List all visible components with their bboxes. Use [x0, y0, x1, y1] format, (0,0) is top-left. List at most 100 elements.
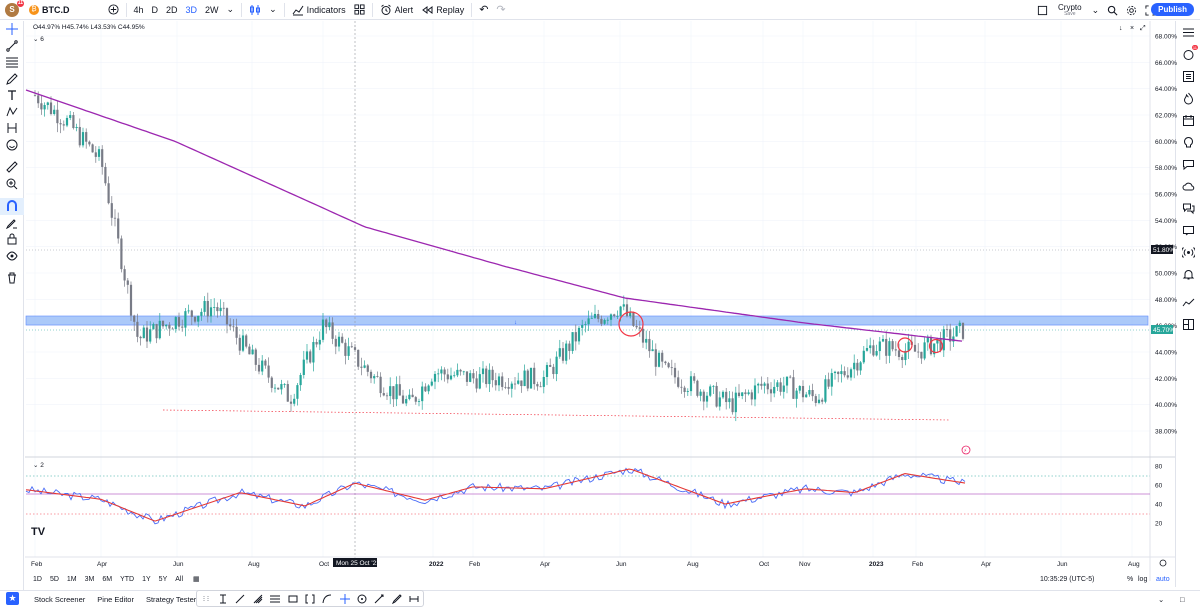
fib-lines-icon[interactable] [270, 594, 281, 604]
zoom-in-tool[interactable] [0, 176, 24, 193]
range-5y[interactable]: 5Y [158, 575, 168, 583]
chats-button[interactable] [1176, 197, 1200, 219]
alerts-panel-button[interactable]: 11 [1176, 43, 1200, 65]
indicators-button[interactable]: Indicators [288, 0, 350, 20]
magnet-tool[interactable] [0, 198, 24, 215]
trendline-icon[interactable] [235, 594, 245, 604]
maximize-pane-icon[interactable]: ⤢ [1140, 25, 1146, 32]
undo-button[interactable]: ↶ [475, 0, 492, 20]
interval-4h[interactable]: 4h [133, 4, 144, 15]
templates-button[interactable] [350, 0, 369, 20]
highlight-circle[interactable] [928, 338, 944, 354]
bracket-icon[interactable] [305, 594, 315, 604]
time-axis-settings[interactable] [1159, 559, 1167, 567]
interval-d[interactable]: D [151, 4, 159, 15]
text-tool[interactable] [0, 87, 24, 104]
performance-button[interactable] [1176, 291, 1200, 313]
support-dotted-line[interactable] [162, 409, 951, 421]
tab-stock-screener[interactable]: Stock Screener [34, 595, 86, 604]
ideas-button[interactable] [1176, 131, 1200, 153]
search-button[interactable] [1103, 0, 1122, 20]
pitchfork-icon[interactable] [253, 594, 263, 604]
publish-button[interactable]: Publish [1151, 3, 1194, 16]
layout-manager-button[interactable] [1176, 313, 1200, 335]
hide-drawings-tool[interactable] [0, 248, 24, 265]
ruler-tool[interactable] [0, 159, 24, 176]
circle-target-icon[interactable] [357, 594, 367, 604]
range-3m[interactable]: 3M [84, 575, 95, 583]
percent-toggle[interactable]: % [1127, 575, 1134, 583]
replay-button[interactable]: Replay [417, 0, 468, 20]
minds-button[interactable] [1176, 153, 1200, 175]
watchlist-button[interactable] [1176, 21, 1200, 43]
drag-handle-icon[interactable] [201, 594, 211, 604]
remove-drawings-tool[interactable] [0, 270, 24, 287]
rsi-axis[interactable]: 80 60 40 20 [1155, 464, 1163, 528]
range-1d[interactable]: 1D [33, 575, 42, 583]
alert-button[interactable]: Alert [376, 0, 418, 20]
auto-toggle[interactable]: auto [1156, 575, 1170, 583]
brush-tool[interactable] [0, 71, 24, 88]
prediction-tool[interactable] [0, 120, 24, 137]
chart-type-dropdown[interactable]: ⌄ [265, 0, 281, 20]
event-marker[interactable] [961, 445, 971, 455]
pattern-tool[interactable] [0, 104, 24, 121]
interval-2w[interactable]: 2W [205, 4, 219, 15]
log-toggle[interactable]: log [1138, 575, 1148, 583]
maximize-panel-icon[interactable]: □ [1180, 595, 1185, 604]
broadcast-button[interactable] [1176, 241, 1200, 263]
interval-3d[interactable]: 3D [185, 4, 198, 15]
range-6m[interactable]: 6M [102, 575, 113, 583]
rsi-fast-line[interactable] [25, 467, 966, 525]
stay-drawing-tool[interactable] [0, 215, 24, 232]
range-ytd[interactable]: YTD [120, 575, 135, 583]
highlight-circle[interactable] [897, 337, 913, 353]
range-1y[interactable]: 1Y [142, 575, 151, 583]
notifications-feed-button[interactable] [1176, 219, 1200, 241]
tradingview-logo[interactable]: TV [31, 526, 46, 538]
user-avatar[interactable]: S 11 [5, 0, 24, 17]
text-cursor-icon[interactable] [218, 594, 228, 604]
calendar-button[interactable] [1176, 109, 1200, 131]
settings-button[interactable] [1122, 0, 1141, 20]
crosshair-icon[interactable] [339, 593, 350, 604]
trendline-tool[interactable] [0, 38, 24, 55]
scroll-down-icon[interactable]: ↓ [1119, 25, 1123, 32]
notifications-button[interactable] [1176, 263, 1200, 285]
symbol-search-button[interactable]: ₿ BTC.D [25, 0, 74, 20]
utc-clock[interactable]: 10:35:29 (UTC-5) [1040, 575, 1095, 583]
collapse-panel-icon[interactable]: ⌄ [1158, 595, 1165, 604]
close-pane-icon[interactable]: × [1130, 25, 1134, 32]
tab-strategy-tester[interactable]: Strategy Tester [145, 595, 197, 604]
streams-button[interactable] [1176, 175, 1200, 197]
layout-toggle-button[interactable] [1033, 0, 1052, 20]
range-all[interactable]: All [175, 575, 184, 583]
range-1m[interactable]: 1M [66, 575, 77, 583]
highlight-circle[interactable] [618, 311, 644, 337]
compare-add-button[interactable] [104, 0, 123, 20]
hotlists-button[interactable] [1176, 87, 1200, 109]
interval-dropdown[interactable]: ⌄ [223, 0, 239, 20]
resistance-zone[interactable] [25, 315, 1149, 326]
time-axis[interactable]: Feb Apr Jun Aug Oct 2022 Feb Apr Jun Aug Oct Nov 202… [31, 561, 1140, 568]
fib-tool[interactable] [0, 54, 24, 71]
chart-type-button[interactable] [245, 0, 265, 20]
star-icon[interactable]: ★ [6, 592, 19, 605]
rsi-slow-line[interactable] [25, 468, 966, 522]
interval-2d[interactable]: 2D [166, 4, 178, 15]
curve-icon[interactable] [322, 594, 332, 604]
layout-dropdown[interactable]: ⌄ [1088, 0, 1104, 20]
rsi-legend-toggle[interactable]: ⌄ 2 [33, 461, 44, 469]
lock-drawings-tool[interactable] [0, 231, 24, 248]
crosshair-tool[interactable] [0, 21, 24, 38]
layout-name-button[interactable]: Crypto Save [1058, 3, 1082, 17]
range-5d[interactable]: 5D [49, 575, 59, 583]
main-chart[interactable]: ⚡ ↓ 68.00% 66.00% 64.00% 62.00% 60.00% 58.00%… [25, 21, 1200, 581]
indicator-legend-toggle[interactable]: ⌄ 6 [33, 35, 44, 43]
icon-tool[interactable] [0, 137, 24, 154]
ray-icon[interactable] [374, 594, 384, 604]
redo-button[interactable]: ↷ [492, 0, 509, 20]
brush-icon[interactable] [391, 593, 402, 604]
data-window-button[interactable] [1176, 65, 1200, 87]
moving-average-line[interactable] [25, 89, 963, 342]
